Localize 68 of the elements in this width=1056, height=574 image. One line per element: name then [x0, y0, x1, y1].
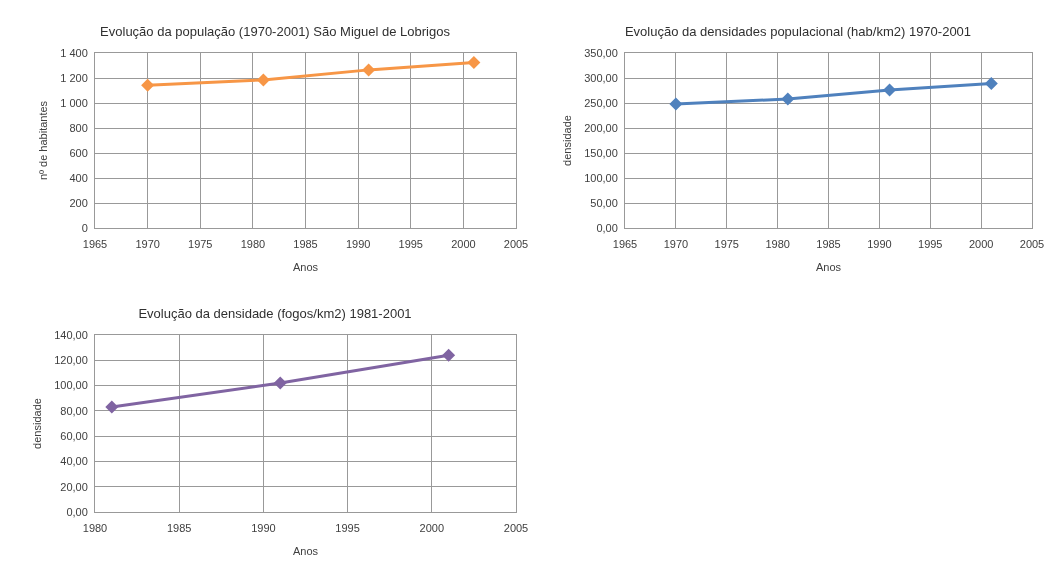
- y-tick-label: 150,00: [584, 146, 618, 159]
- point: [141, 78, 155, 92]
- point: [256, 73, 270, 87]
- x-tick-label: 1995: [398, 238, 423, 251]
- y-tick-label: 50,00: [590, 196, 618, 209]
- x-tick-label: 1990: [345, 238, 371, 251]
- x-tick-label: 2005: [1019, 238, 1045, 251]
- chart-title: Evolução da densidade (fogos/km2) 1981-2001: [138, 305, 412, 321]
- x-tick-label: 1985: [293, 238, 318, 251]
- chart-title: Evolução da população (1970-2001) São Miguel de Lobrigos: [100, 23, 451, 39]
- x-tick-label: 1970: [663, 238, 689, 251]
- y-tick-label: 20,00: [60, 480, 88, 493]
- x-tick-label: 1995: [918, 238, 943, 251]
- y-tick-label: 1 000: [60, 96, 88, 109]
- x-tick-label: 1965: [82, 238, 108, 251]
- x-axis-title: Anos: [292, 545, 319, 558]
- y-tick-label: 80,00: [60, 404, 88, 417]
- y-tick-label: 200: [69, 196, 88, 209]
- x-tick-label: 1975: [188, 238, 213, 251]
- x-tick-label: 1990: [867, 238, 892, 251]
- point: [781, 92, 795, 106]
- x-axis-title: Anos: [292, 261, 319, 274]
- x-tick-label: 1965: [612, 238, 638, 251]
- y-tick-label: 1 200: [60, 71, 88, 84]
- y-tick-label: 400: [69, 171, 88, 184]
- y-tick-label: 140,00: [54, 328, 88, 341]
- y-axis-title: densidade: [30, 398, 43, 449]
- y-axis-title: densidade: [560, 115, 573, 166]
- y-tick-label: 0,00: [66, 505, 88, 518]
- point: [273, 376, 287, 390]
- y-tick-label: 120,00: [54, 354, 88, 367]
- point: [984, 77, 998, 90]
- y-tick-label: 200,00: [584, 121, 618, 134]
- x-tick-label: 1985: [166, 522, 192, 535]
- x-axis-title: Anos: [815, 261, 842, 274]
- point: [883, 83, 897, 97]
- x-tick-label: 1980: [82, 522, 108, 535]
- y-tick-label: 0,00: [596, 221, 618, 234]
- x-tick-label: 1995: [335, 522, 360, 535]
- y-tick-label: 300,00: [584, 71, 618, 84]
- y-tick-label: 600: [69, 146, 88, 159]
- x-tick-label: 1985: [816, 238, 841, 251]
- point: [362, 63, 376, 77]
- x-tick-label: 2000: [451, 238, 476, 251]
- point: [467, 55, 481, 69]
- y-tick-label: 0: [81, 221, 88, 234]
- y-tick-label: 800: [69, 121, 88, 134]
- y-tick-label: 100,00: [54, 379, 88, 392]
- x-tick-label: 2005: [503, 522, 529, 535]
- y-tick-label: 100,00: [584, 171, 618, 184]
- x-tick-label: 1975: [714, 238, 739, 251]
- point: [669, 97, 683, 111]
- x-tick-label: 2005: [503, 238, 529, 251]
- x-tick-label: 1970: [135, 238, 160, 251]
- chart-title: Evolução da densidades populacional (hab/km2) 1970-2001: [624, 23, 972, 39]
- y-tick-label: 250,00: [584, 96, 618, 109]
- y-axis-title: nº de habitantes: [36, 100, 49, 181]
- y-tick-label: 60,00: [60, 429, 88, 442]
- y-tick-label: 350,00: [584, 46, 618, 59]
- x-tick-label: 2000: [419, 522, 445, 535]
- x-tick-label: 1990: [251, 522, 276, 535]
- x-tick-label: 2000: [968, 238, 994, 251]
- x-tick-label: 1980: [765, 238, 790, 251]
- point: [442, 348, 456, 362]
- y-tick-label: 40,00: [60, 455, 88, 468]
- y-tick-label: 1 400: [60, 46, 88, 59]
- point: [105, 400, 119, 414]
- x-tick-label: 1980: [240, 238, 266, 251]
